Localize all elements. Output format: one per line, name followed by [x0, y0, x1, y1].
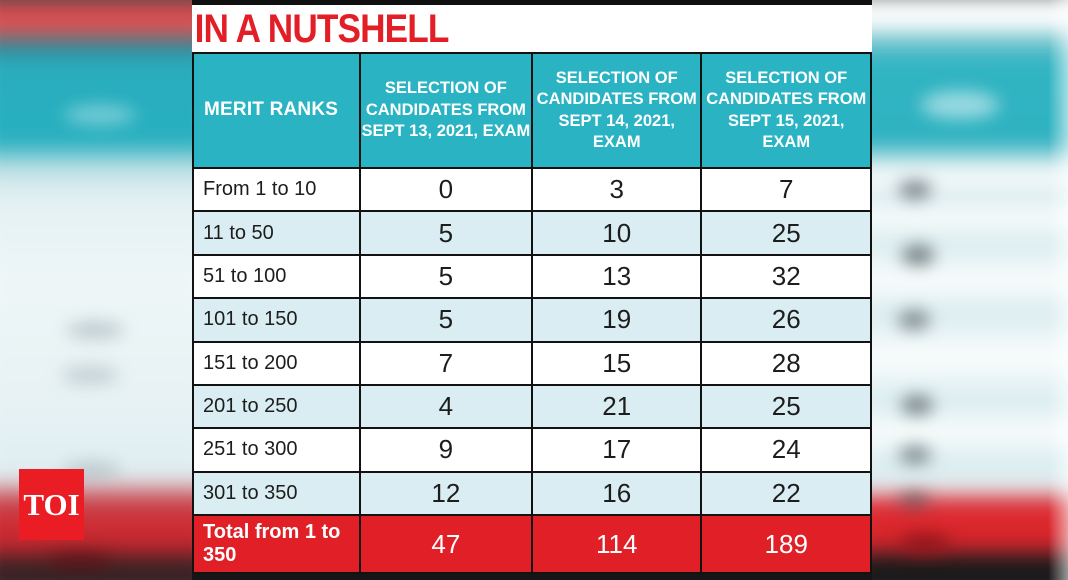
toi-logo: TOI — [19, 469, 84, 540]
row-value: 9 — [358, 427, 533, 473]
total-value-sept14: 114 — [530, 514, 703, 574]
table-row: 201 to 250 4 21 25 — [192, 383, 872, 430]
toi-logo-text: TOI — [23, 486, 80, 522]
row-label: From 1 to 10 — [192, 166, 361, 213]
row-value: 3 — [530, 166, 703, 213]
row-value: 7 — [358, 340, 533, 386]
table-row: 11 to 50 5 10 25 — [192, 210, 872, 256]
row-label: 201 to 250 — [192, 383, 361, 430]
row-label: 251 to 300 — [192, 427, 361, 473]
row-label: 51 to 100 — [192, 253, 361, 300]
total-value-sept15: 189 — [700, 514, 872, 574]
table-row: From 1 to 10 0 3 7 — [192, 166, 872, 213]
table-row: 151 to 200 7 15 28 — [192, 340, 872, 386]
row-label: 151 to 200 — [192, 340, 361, 386]
row-value: 32 — [700, 253, 872, 300]
row-value: 7 — [700, 166, 872, 213]
row-value: 19 — [530, 297, 703, 343]
row-value: 15 — [530, 340, 703, 386]
row-value: 12 — [358, 470, 533, 517]
blurred-background-right — [870, 0, 1068, 580]
row-value: 0 — [358, 166, 533, 213]
page-title: IN A NUTSHELL — [194, 6, 450, 51]
row-value: 26 — [700, 297, 872, 343]
row-value: 16 — [530, 470, 703, 517]
table-row: 101 to 150 5 19 26 — [192, 297, 872, 343]
row-value: 5 — [358, 210, 533, 256]
row-value: 5 — [358, 253, 533, 300]
bottom-black-bar — [192, 574, 872, 580]
table-header: MERIT RANKS SELECTION OF CANDIDATES FROM… — [192, 52, 872, 169]
row-value: 17 — [530, 427, 703, 473]
row-label: 11 to 50 — [192, 210, 361, 256]
header-row: MERIT RANKS SELECTION OF CANDIDATES FROM… — [192, 52, 872, 169]
row-value: 5 — [358, 297, 533, 343]
merit-ranks-table: MERIT RANKS SELECTION OF CANDIDATES FROM… — [192, 52, 872, 574]
table-row: 301 to 350 12 16 22 — [192, 470, 872, 517]
row-value: 21 — [530, 383, 703, 430]
table-wrapper: MERIT RANKS SELECTION OF CANDIDATES FROM… — [192, 52, 872, 574]
right-edge-highlight — [870, 0, 1068, 580]
top-black-bar — [192, 0, 872, 5]
row-value: 4 — [358, 383, 533, 430]
row-value: 10 — [530, 210, 703, 256]
row-label: 301 to 350 — [192, 470, 361, 517]
infographic-panel: IN A NUTSHELL MERIT RANKS SELECTION OF C… — [192, 0, 872, 580]
row-value: 28 — [700, 340, 872, 386]
table-footer: Total from 1 to 350 47 114 189 — [192, 514, 872, 574]
column-header-merit-ranks: MERIT RANKS — [192, 52, 361, 169]
row-value: 25 — [700, 210, 872, 256]
table-body: From 1 to 10 0 3 7 11 to 50 5 10 25 51 to 100 5 13… — [192, 166, 872, 517]
row-value: 13 — [530, 253, 703, 300]
column-header-sept13: SELECTION OF CANDIDATES FROM SEPT 13, 20… — [358, 52, 533, 169]
table-row: 251 to 300 9 17 24 — [192, 427, 872, 473]
row-value: 22 — [700, 470, 872, 517]
row-value: 24 — [700, 427, 872, 473]
total-row-label: Total from 1 to 350 — [192, 514, 361, 574]
row-value: 25 — [700, 383, 872, 430]
column-header-sept15: SELECTION OF CANDIDATES FROM SEPT 15, 20… — [700, 52, 872, 169]
row-label: 101 to 150 — [192, 297, 361, 343]
table-row: 51 to 100 5 13 32 — [192, 253, 872, 300]
title-band: IN A NUTSHELL — [192, 5, 872, 52]
total-row: Total from 1 to 350 47 114 189 — [192, 514, 872, 574]
column-header-sept14: SELECTION OF CANDIDATES FROM SEPT 14, 20… — [530, 52, 703, 169]
total-value-sept13: 47 — [358, 514, 533, 574]
